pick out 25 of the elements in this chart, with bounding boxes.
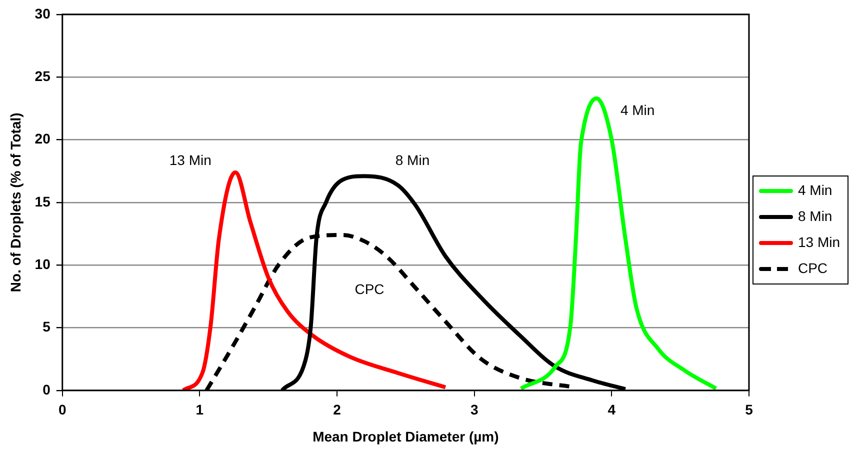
- x-tick-label: 2: [333, 402, 342, 418]
- x-tick-label: 3: [470, 402, 478, 418]
- y-tick-label: 20: [34, 130, 51, 147]
- line-series: [181, 170, 448, 390]
- text: 8 Min: [395, 152, 430, 168]
- text: CPC: [354, 280, 384, 297]
- y-tick-label: 5: [42, 318, 51, 335]
- x-tick-label: 0: [58, 402, 66, 418]
- y-tick-label: 15: [34, 193, 51, 210]
- x-tick-label: 1: [196, 402, 204, 418]
- y-tick-label: 10: [34, 256, 51, 272]
- x-tick-label: 5: [745, 402, 754, 418]
- text: 13 Min: [169, 152, 212, 168]
- x-tick-label: 4: [608, 402, 616, 418]
- legend-label: CPC: [798, 260, 828, 276]
- legend-label: 4 Min: [798, 182, 832, 198]
- line-series: [519, 96, 718, 390]
- text: 4 Min: [620, 102, 655, 118]
- legend-label: 13 Min: [798, 234, 840, 250]
- y-axis-title: No. of Droplets (% of Total): [7, 112, 24, 292]
- y-tick-label: 25: [34, 68, 51, 84]
- legend-label: 8 Min: [798, 208, 832, 224]
- y-tick-label: 30: [34, 5, 51, 22]
- x-axis-title: Mean Droplet Diameter (µm): [312, 428, 499, 444]
- y-tick-label: 0: [42, 381, 51, 398]
